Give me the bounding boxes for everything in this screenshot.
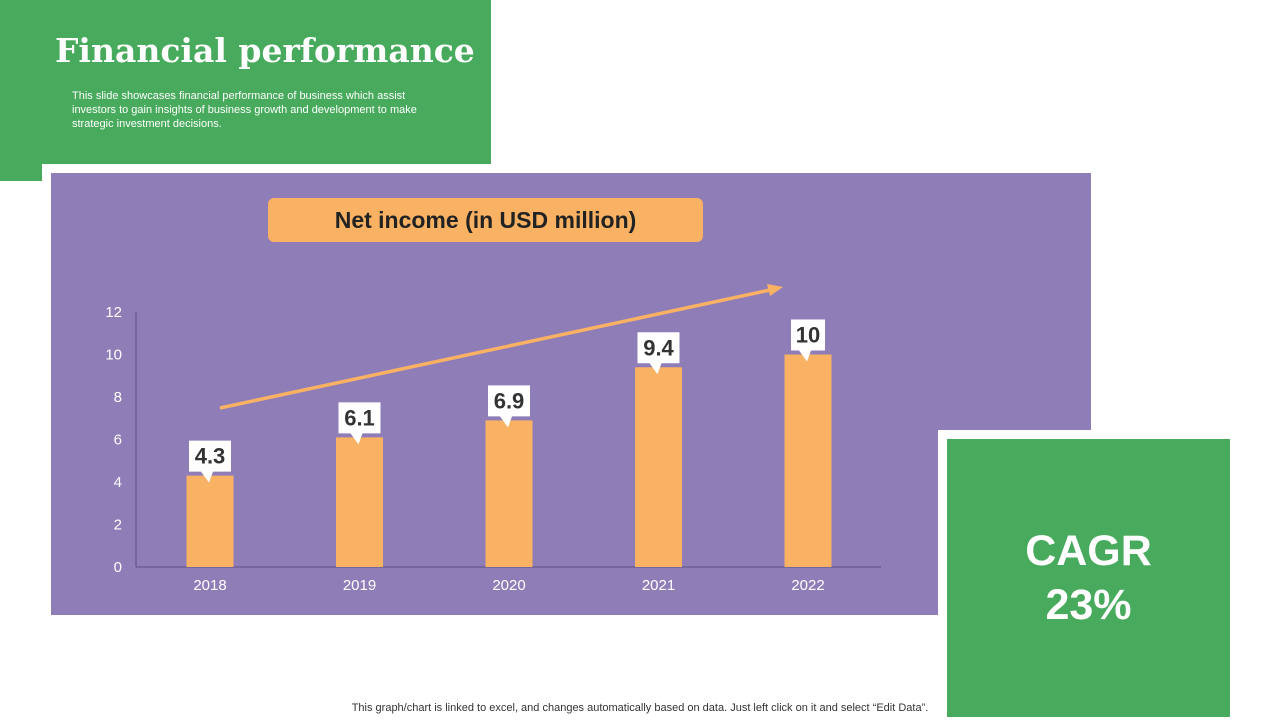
- data-callout: [189, 440, 231, 483]
- data-callout: [637, 332, 680, 375]
- trend-arrow-head: [767, 284, 783, 296]
- x-tick-label: 2019: [343, 577, 376, 594]
- data-label: 9.4: [643, 335, 674, 360]
- data-callout: [791, 319, 825, 362]
- x-tick-label: 2021: [642, 577, 675, 594]
- chart-title: Net income (in USD million): [268, 198, 703, 242]
- y-tick-label: 12: [105, 304, 122, 321]
- data-label: 10: [796, 323, 820, 348]
- header-panel: [0, 0, 491, 164]
- y-tick-label: 6: [114, 432, 122, 449]
- bar-2019: [336, 437, 383, 567]
- x-tick-label: 2022: [791, 577, 824, 594]
- y-tick-label: 0: [114, 559, 122, 576]
- trend-arrow-line: [219, 288, 771, 410]
- data-label: 6.9: [494, 388, 525, 413]
- cagr-label: CAGR: [1025, 527, 1152, 575]
- data-callout: [488, 385, 530, 428]
- x-tick-label: 2018: [193, 577, 226, 594]
- y-tick-label: 2: [114, 517, 122, 534]
- cagr-box: CAGR 23%: [947, 439, 1230, 717]
- page-subtitle: This slide showcases financial performan…: [72, 90, 417, 130]
- data-callout: [338, 402, 381, 445]
- y-tick-label: 10: [105, 347, 122, 364]
- x-tick-label: 2020: [492, 577, 525, 594]
- bar-2020: [485, 420, 533, 567]
- page-title: Financial performance: [55, 31, 475, 70]
- y-tick-label: 4: [114, 474, 122, 491]
- bar-2018: [186, 475, 234, 567]
- bar-2021: [635, 367, 682, 567]
- data-label: 6.1: [344, 405, 375, 430]
- footer-note: This graph/chart is linked to excel, and…: [351, 702, 929, 714]
- cagr-value: 23%: [1045, 581, 1132, 629]
- y-tick-label: 8: [114, 389, 122, 406]
- data-label: 4.3: [195, 444, 226, 469]
- header-accent: [0, 164, 42, 181]
- bar-2022: [784, 354, 832, 567]
